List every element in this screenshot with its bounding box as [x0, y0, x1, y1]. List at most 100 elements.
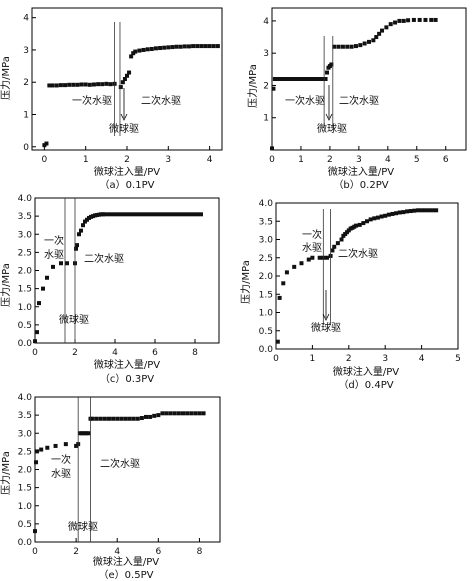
data-point	[118, 85, 123, 90]
data-point	[163, 212, 167, 217]
data-point	[141, 47, 146, 52]
data-point	[104, 81, 109, 86]
data-point	[292, 264, 297, 269]
data-point	[270, 146, 274, 151]
data-point	[296, 77, 301, 81]
data-point	[199, 212, 203, 217]
annotation-microsphere-flood: 微球驱	[68, 520, 98, 533]
data-point	[211, 44, 216, 49]
annotation-primary-waterflood-line1: 一次	[44, 234, 64, 247]
data-point	[168, 411, 173, 416]
data-point	[191, 44, 196, 49]
x-axis-label: 微球注入量/PV	[93, 555, 159, 568]
data-point	[336, 44, 341, 49]
y-tick-label: 4.0	[18, 393, 33, 403]
data-point	[131, 416, 136, 421]
data-point	[397, 18, 402, 23]
data-point	[122, 77, 127, 81]
data-point	[148, 414, 153, 419]
y-tick-label: 2	[23, 78, 29, 88]
data-point	[81, 223, 85, 228]
data-point	[287, 77, 292, 81]
data-point	[361, 221, 366, 226]
data-point	[199, 44, 204, 49]
x-axis-label: 微球注入量/PV	[94, 165, 160, 178]
data-points	[270, 17, 438, 151]
data-point	[44, 141, 49, 146]
data-point	[372, 216, 377, 221]
data-point	[149, 46, 154, 51]
data-point	[160, 411, 165, 416]
data-point	[135, 416, 140, 421]
data-point	[324, 255, 329, 260]
data-point	[111, 416, 116, 421]
arrow-head	[322, 313, 330, 321]
y-tick-label: 3	[23, 46, 29, 56]
x-tick-label: 4	[419, 354, 425, 364]
data-point	[82, 431, 87, 436]
data-point	[123, 416, 128, 421]
x-tick-label: 3	[382, 354, 388, 364]
data-point	[357, 222, 362, 227]
phase-lines	[64, 198, 76, 343]
data-point	[375, 215, 380, 220]
data-point	[153, 46, 158, 51]
phase-lines	[77, 397, 91, 542]
data-point	[423, 208, 428, 213]
data-point	[368, 217, 373, 222]
data-point	[275, 339, 280, 344]
panel-d: 0 1 2 3 4 5 0.0 0.5 1.0 1.5 2.0 2.5 3.0 3.5 4.0 压力/MPa…	[239, 199, 461, 391]
data-point	[158, 46, 163, 51]
data-point	[37, 301, 41, 306]
y-tick-label: 3.0	[18, 429, 33, 439]
data-point	[172, 411, 177, 416]
annotation-primary-waterflood-line2: 水驱	[44, 249, 64, 261]
y-tick-label: 2.0	[259, 272, 274, 282]
x-tick-label: 5	[414, 155, 420, 165]
data-point	[125, 73, 129, 78]
arrow-head	[120, 113, 128, 121]
data-point	[393, 20, 398, 25]
panel-caption: （a）0.1PV	[100, 179, 155, 191]
data-point	[164, 411, 169, 416]
data-point	[147, 212, 151, 217]
data-point	[353, 44, 358, 49]
y-tick-label: 1.5	[18, 285, 32, 295]
panel-c: 0 2 4 6 80.00.51.01.52.02.53.03.54.0 压力/MPa …	[0, 194, 220, 385]
y-tick-label: 1.5	[259, 290, 273, 300]
annotation-primary-waterflood-line2: 水驱	[51, 468, 71, 480]
data-point	[365, 219, 369, 224]
y-tick-label: 2.5	[259, 254, 273, 264]
data-point	[91, 82, 96, 87]
data-point	[74, 443, 79, 448]
y-tick-label: 3.5	[18, 411, 32, 421]
data-point	[423, 17, 428, 22]
data-point	[50, 83, 55, 88]
data-point	[119, 416, 124, 421]
data-point	[277, 295, 282, 300]
data-point	[152, 413, 157, 418]
data-point	[207, 44, 212, 49]
data-point	[195, 44, 200, 49]
data-point	[182, 44, 187, 49]
data-point	[54, 83, 59, 88]
data-point	[100, 82, 105, 87]
data-point	[79, 82, 84, 87]
data-point	[415, 208, 420, 213]
data-point	[115, 416, 120, 421]
data-point	[195, 212, 199, 217]
data-point	[41, 286, 45, 291]
y-tick-label: 2.0	[18, 267, 33, 277]
x-tick-label: 0	[269, 155, 275, 165]
data-point	[67, 82, 72, 87]
data-point	[53, 443, 58, 448]
data-point	[175, 212, 179, 217]
y-tick-label: 1.0	[259, 309, 274, 319]
y-tick-label: 0.0	[259, 345, 274, 355]
data-point	[170, 45, 175, 50]
data-point	[35, 449, 40, 454]
annotation-secondary-waterflood: 二次水驱	[339, 94, 379, 107]
data-point	[417, 17, 422, 22]
y-axis-label: 压力/MPa	[0, 263, 12, 307]
data-point	[379, 214, 384, 219]
